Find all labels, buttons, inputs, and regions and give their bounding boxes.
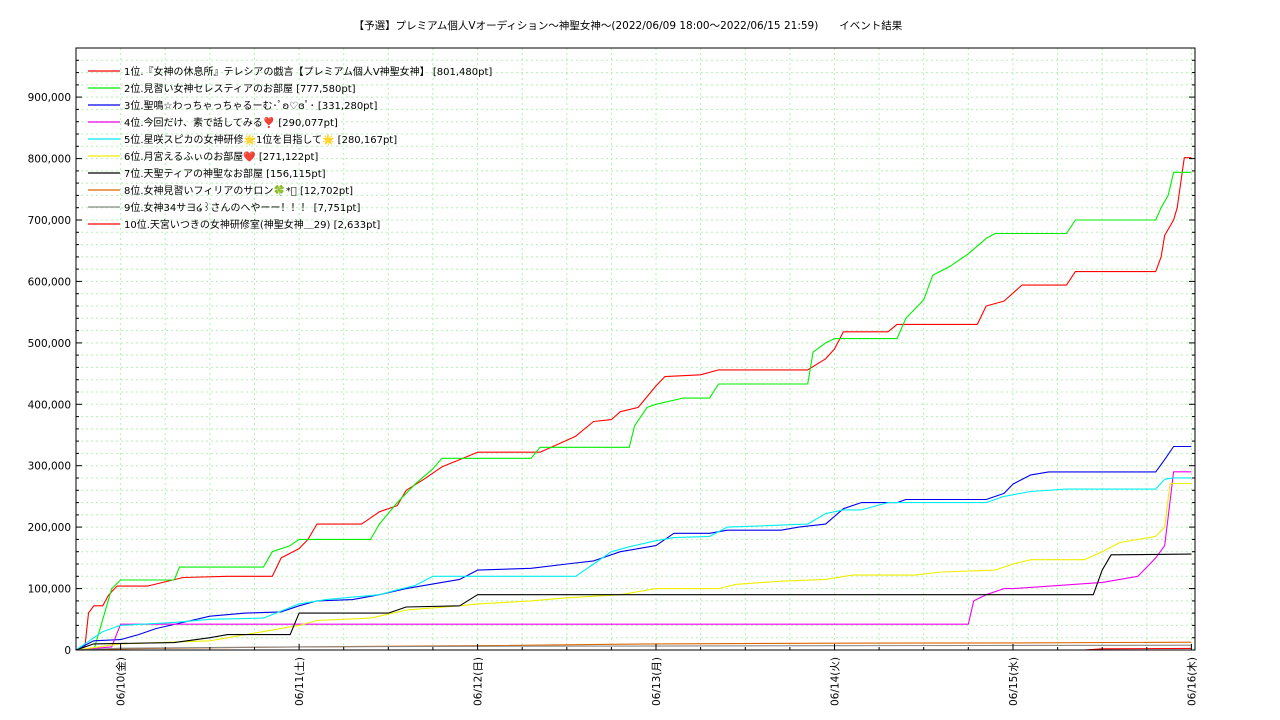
- x-tick-label: 06/10(金): [115, 657, 128, 706]
- series-line: [75, 553, 1192, 651]
- x-tick-label: 06/13(月): [651, 657, 663, 706]
- legend-entry: 6位.月宮えるふぃのお部屋❤️ [271,122pt]: [124, 150, 318, 163]
- series-line: [75, 471, 1192, 651]
- y-tick-label: 300,000: [28, 461, 71, 473]
- legend-entry: 4位.今回だけ、素で話してみる❣️ [290,077pt]: [124, 116, 338, 129]
- x-tick-label: 06/12(日): [473, 657, 485, 706]
- y-tick-label: 400,000: [28, 399, 71, 411]
- legend-entry: 7位.天聖ティアの神聖なお部屋 [156,115pt]: [124, 167, 326, 180]
- x-tick-label: 06/16(木): [1186, 657, 1198, 706]
- y-tick-label: 200,000: [28, 522, 71, 534]
- y-tick-label: 500,000: [28, 338, 71, 350]
- chart-title: 【予選】プレミアム個人Vオーディション〜神聖女神～(2022/06/09 18:…: [354, 19, 903, 32]
- legend-entry: 8位.女神見習いフィリアのサロン🍀*ﾟ [12,702pt]: [124, 184, 353, 197]
- legend-entry: 1位.『女神の休息所』テレシアの戯言【プレミアム個人V神聖女神】 [801,48…: [124, 65, 492, 78]
- legend-entry: 5位.星咲スピカの女神研修🌟1位を目指して🌟 [280,167pt]: [124, 133, 397, 146]
- legend-entry: 3位.聖鳴☆わっちゃっちゃるーむ･ﾟʚ♡ɞﾟ･ [331,280pt]: [124, 99, 377, 112]
- legend-entry: 2位.見習い女神セレスティアのお部屋 [777,580pt]: [124, 82, 356, 95]
- series-line: [76, 171, 1192, 651]
- x-tick-label: 06/14(火): [829, 657, 841, 706]
- series-line: [75, 477, 1192, 651]
- y-tick-label: 800,000: [28, 154, 71, 166]
- plot-area-frame: [75, 47, 1196, 651]
- x-tick-label: 06/15(水): [1008, 657, 1020, 706]
- series-line: [75, 644, 1192, 651]
- y-tick-label: 700,000: [28, 215, 71, 227]
- series-line: [75, 445, 1192, 651]
- y-tick-label: 100,000: [28, 584, 71, 596]
- series-lines: [75, 157, 1192, 651]
- legend-entry: 9位.女神34サヨ໒꒱さんのへやーー！！！ [7,751pt]: [124, 201, 360, 214]
- legend: 1位.『女神の休息所』テレシアの戯言【プレミアム個人V神聖女神】 [801,48…: [88, 65, 492, 231]
- x-tick-label: 06/11(土): [293, 657, 306, 706]
- y-tick-label: 900,000: [28, 92, 71, 104]
- legend-entry: 10位.天宮いつきの女神研修室(神聖女神＿29) [2,633pt]: [124, 218, 380, 231]
- series-line: [75, 482, 1192, 651]
- y-tick-label: 0: [64, 645, 71, 657]
- grid: [75, 47, 1195, 651]
- y-tick-label: 600,000: [28, 276, 71, 288]
- series-line: [75, 157, 1192, 651]
- axes: 0 100,000 200,000 300,000 400,000 500,000 600,…: [28, 47, 1198, 706]
